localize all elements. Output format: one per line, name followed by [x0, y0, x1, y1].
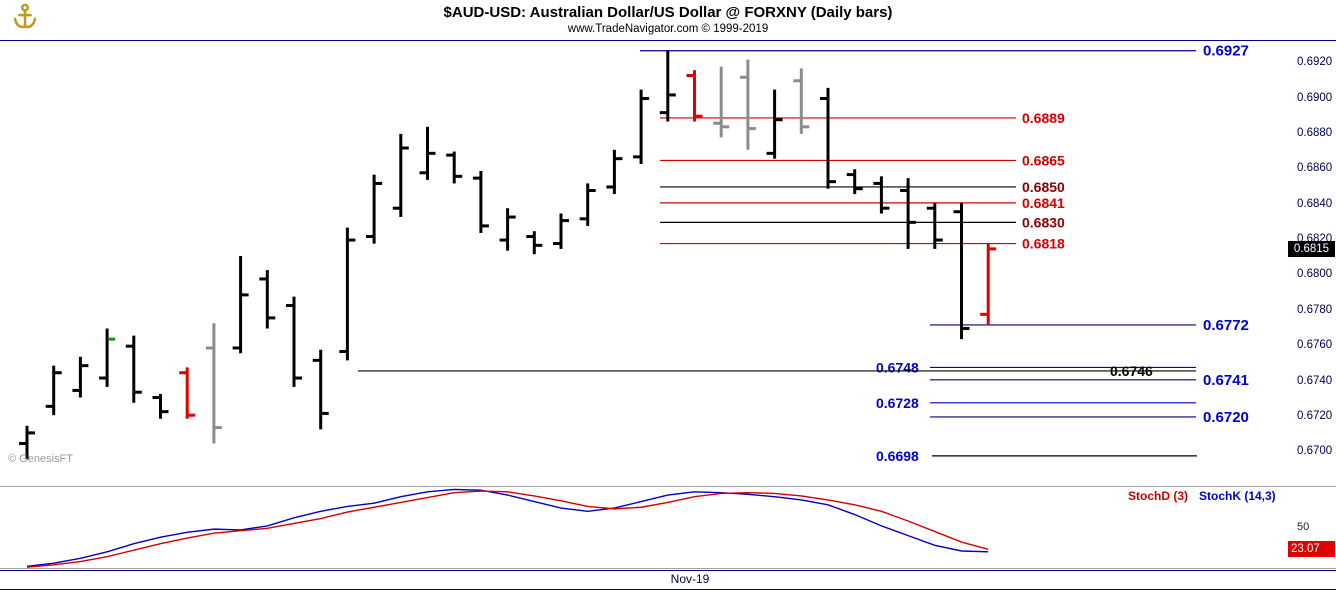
level-label-0.6741: 0.6741: [1203, 372, 1249, 389]
level-label-0.6746: 0.6746: [1110, 363, 1153, 379]
stoch-current-value-box: 23.07: [1288, 541, 1335, 558]
level-label-0.6865: 0.6865: [1022, 152, 1065, 168]
level-label-0.6698: 0.6698: [876, 448, 919, 464]
date-axis-label: Nov-19: [670, 572, 710, 586]
level-label-0.6841: 0.6841: [1022, 195, 1065, 211]
stoch-axis-50-label: 50: [1297, 520, 1310, 533]
level-label-0.6889: 0.6889: [1022, 110, 1065, 126]
level-label-0.6748: 0.6748: [876, 359, 919, 375]
level-label-0.6818: 0.6818: [1022, 236, 1065, 252]
genesisft-logo-icon: [8, 2, 42, 32]
level-label-0.6850: 0.6850: [1022, 179, 1065, 195]
level-label-0.6927: 0.6927: [1203, 43, 1249, 60]
stochd-line: [26, 490, 989, 568]
chart-title: $AUD-USD: Australian Dollar/US Dollar @ …: [443, 4, 893, 21]
stochd-legend-label[interactable]: StochD (3): [1128, 489, 1188, 503]
chart-subtitle: www.TradeNavigator.com © 1999-2019: [567, 23, 769, 35]
stochk-legend-label[interactable]: StochK (14,3): [1199, 489, 1276, 503]
level-label-0.6728: 0.6728: [876, 395, 919, 411]
genesisft-watermark: © GenesisFT: [8, 453, 73, 465]
level-label-0.6772: 0.6772: [1203, 317, 1249, 334]
stochk-line: [26, 488, 989, 568]
current-price-box: 0.6815: [1288, 240, 1335, 257]
level-label-0.6830: 0.6830: [1022, 214, 1065, 230]
level-label-0.6720: 0.6720: [1203, 409, 1249, 426]
